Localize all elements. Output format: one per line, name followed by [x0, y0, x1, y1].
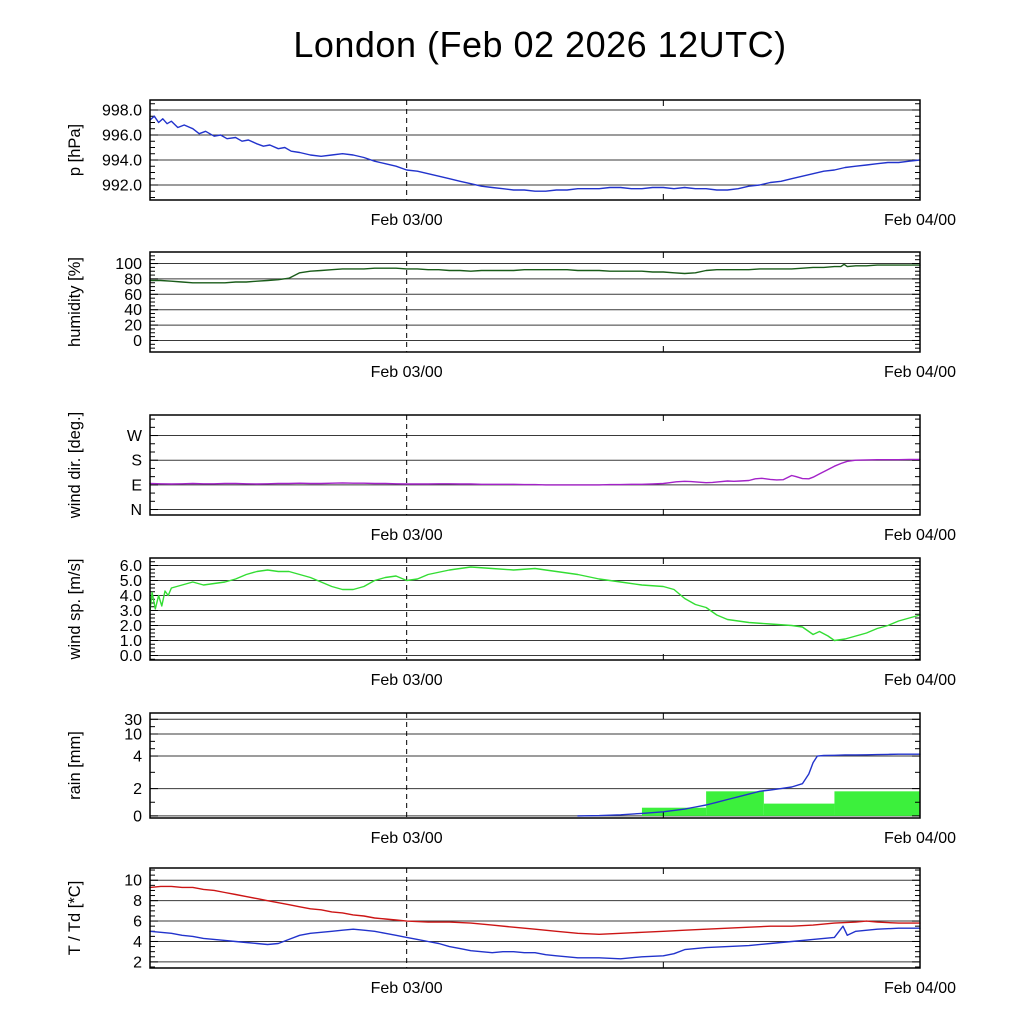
svg-text:20: 20	[124, 318, 142, 335]
svg-text:4: 4	[133, 749, 142, 766]
svg-text:4: 4	[133, 934, 142, 951]
svg-text:S: S	[131, 453, 142, 470]
axis-ticks	[150, 558, 920, 660]
svg-text:992.0: 992.0	[102, 178, 142, 195]
svg-text:Feb 03/00: Feb 03/00	[371, 212, 443, 229]
series-humidity	[149, 263, 921, 284]
y-axis-label-rain: rain [mm]	[66, 731, 84, 800]
plot-frame	[149, 867, 921, 969]
x-tick-labels: Feb 03/00 Feb 04/00	[371, 830, 956, 847]
svg-text:Feb 03/00: Feb 03/00	[371, 364, 443, 381]
svg-text:Feb 04/00: Feb 04/00	[884, 364, 956, 381]
svg-text:Feb 04/00: Feb 04/00	[884, 672, 956, 689]
svg-text:10: 10	[124, 873, 142, 890]
gridlines	[150, 435, 920, 511]
svg-text:Feb 04/00: Feb 04/00	[884, 980, 956, 997]
gridlines	[150, 565, 920, 656]
axis-ticks	[150, 713, 920, 818]
plot-frame	[149, 557, 921, 661]
gridlines	[150, 718, 920, 817]
svg-text:Feb 03/00: Feb 03/00	[371, 830, 443, 847]
svg-text:0: 0	[133, 808, 142, 825]
svg-text:3.0: 3.0	[120, 603, 142, 620]
svg-text:Feb 04/00: Feb 04/00	[884, 212, 956, 229]
x-tick-labels: Feb 03/00 Feb 04/00	[371, 980, 956, 997]
svg-text:10: 10	[124, 727, 142, 744]
chart-title: London (Feb 02 2026 12UTC)	[293, 24, 787, 65]
series-accumulated-rain	[577, 753, 921, 817]
svg-text:E: E	[131, 477, 142, 494]
series-wind-speed	[149, 566, 921, 642]
y-axis-label-wind-speed: wind sp. [m/s]	[66, 559, 84, 661]
svg-text:994.0: 994.0	[102, 153, 142, 170]
svg-text:0: 0	[133, 333, 142, 350]
series-pressure	[149, 115, 921, 192]
y-tick-labels: 998.0 996.0 994.0 992.0	[102, 103, 142, 195]
plot-frame	[149, 251, 921, 353]
x-tick-labels: Feb 03/00 Feb 04/00	[371, 672, 956, 689]
x-tick-labels: Feb 03/00 Feb 04/00	[371, 212, 956, 229]
plot-frame	[149, 414, 921, 516]
svg-text:W: W	[127, 428, 143, 445]
svg-text:Feb 04/00: Feb 04/00	[884, 527, 956, 544]
y-tick-labels: 6.05.04.03.02.01.00.0	[120, 558, 142, 665]
x-tick-labels: Feb 03/00 Feb 04/00	[371, 364, 956, 381]
series-td	[149, 925, 921, 960]
svg-text:Feb 04/00: Feb 04/00	[884, 830, 956, 847]
gridlines	[150, 263, 920, 341]
series-wind-direction	[149, 458, 921, 486]
svg-text:998.0: 998.0	[102, 103, 142, 120]
gridlines	[150, 109, 920, 186]
svg-text:40: 40	[124, 302, 142, 319]
axis-ticks	[150, 100, 920, 200]
svg-text:2: 2	[133, 954, 142, 971]
svg-text:4.0: 4.0	[120, 588, 142, 605]
plot-frame	[149, 712, 921, 819]
gridlines	[150, 879, 920, 963]
svg-text:5.0: 5.0	[120, 573, 142, 590]
svg-text:30: 30	[124, 712, 142, 729]
svg-text:Feb 03/00: Feb 03/00	[371, 672, 443, 689]
plot-frame	[149, 99, 921, 201]
svg-text:Feb 03/00: Feb 03/00	[371, 980, 443, 997]
svg-text:8: 8	[133, 893, 142, 910]
svg-text:100: 100	[115, 256, 142, 273]
svg-text:2: 2	[133, 781, 142, 798]
svg-text:6.0: 6.0	[120, 558, 142, 575]
rain-bars	[641, 791, 920, 816]
svg-text:2.0: 2.0	[120, 618, 142, 635]
y-axis-label-humidity: humidity [%]	[66, 257, 84, 347]
svg-text:60: 60	[124, 287, 142, 304]
svg-text:80: 80	[124, 271, 142, 288]
y-axis-label-temperature: T / Td [*C]	[66, 881, 84, 956]
axis-ticks	[150, 252, 920, 352]
svg-text:996.0: 996.0	[102, 128, 142, 145]
y-tick-labels: 10 8 6 4 2	[124, 873, 142, 972]
y-axis-label-wind-direction: wind dir. [deg.]	[66, 412, 84, 519]
x-tick-labels: Feb 03/00 Feb 04/00	[371, 527, 956, 544]
y-axis-label-pressure: p [hPa]	[66, 124, 84, 176]
meteogram-panel-temperature: 10 8 6 4 2 T / Td [*C] Feb 03/00 Feb 04/00	[66, 867, 956, 997]
svg-text:Feb 03/00: Feb 03/00	[371, 527, 443, 544]
svg-text:6: 6	[133, 914, 142, 931]
svg-text:N: N	[130, 502, 142, 519]
axis-ticks	[150, 415, 920, 515]
series-t	[149, 885, 921, 936]
svg-text:1.0: 1.0	[120, 633, 142, 650]
meteogram-panel-wind-speed: 6.05.04.03.02.01.00.0 wind sp. [m/s] Feb 0…	[66, 557, 956, 689]
svg-text:0.0: 0.0	[120, 648, 142, 665]
